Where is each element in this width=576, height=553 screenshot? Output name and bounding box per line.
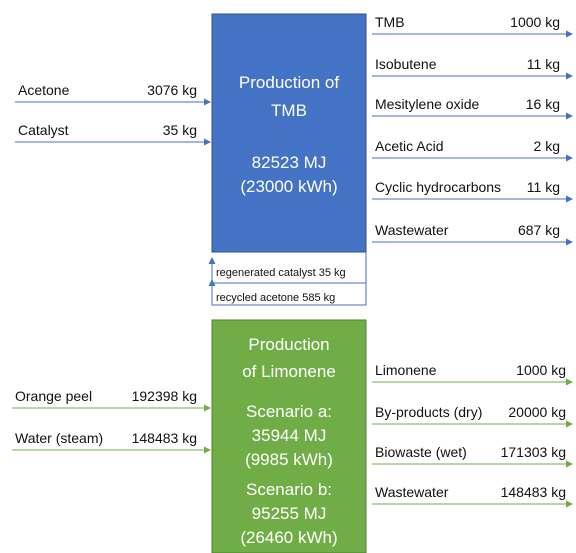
flow-amount: 1000 kg (516, 362, 566, 378)
flow-amount: 20000 kg (508, 404, 566, 420)
tmb-box (211, 13, 367, 253)
flow-amount: 2 kg (534, 138, 560, 154)
box-text: Production (248, 335, 329, 354)
flow-name: Isobutene (375, 56, 437, 72)
box-text: Scenario a: (246, 402, 332, 421)
box-text: (26460 kWh) (240, 528, 337, 547)
flow-amount: 192398 kg (132, 388, 197, 404)
flow-amount: 3076 kg (147, 82, 197, 98)
flow-amount: 11 kg (527, 179, 560, 195)
box-text: Scenario b: (246, 480, 332, 499)
flow-name: Orange peel (15, 388, 92, 404)
flow-amount: 11 kg (527, 56, 560, 72)
flow-name: Biowaste (wet) (375, 444, 467, 460)
box-text: TMB (271, 101, 307, 120)
box-text: of Limonene (242, 362, 336, 381)
flow-amount: 35 kg (163, 122, 197, 138)
recycle-label: regenerated catalyst 35 kg (216, 267, 346, 279)
flow-amount: 1000 kg (510, 14, 560, 30)
flow-name: By-products (dry) (375, 404, 482, 420)
box-text: (9985 kWh) (245, 450, 333, 469)
box-text: Production of (239, 73, 339, 92)
flow-amount: 148483 kg (132, 430, 197, 446)
flow-name: Catalyst (18, 122, 69, 138)
box-text: 95255 MJ (252, 504, 327, 523)
recycle-label: recycled acetone 585 kg (216, 292, 335, 304)
flow-amount: 148483 kg (501, 484, 566, 500)
flow-name: Acetone (18, 82, 70, 98)
flow-name: Wastewater (375, 222, 449, 238)
flow-name: Mesitylene oxide (375, 96, 479, 112)
box-text: 82523 MJ (252, 153, 327, 172)
flow-amount: 16 kg (526, 96, 560, 112)
flow-name: Cyclic hydrocarbons (375, 179, 501, 195)
flow-amount: 687 kg (518, 222, 560, 238)
flow-name: TMB (375, 14, 405, 30)
flow-name: Water (steam) (15, 430, 103, 446)
limonene-box (211, 319, 367, 553)
flow-name: Limonene (375, 362, 437, 378)
flow-name: Acetic Acid (375, 138, 443, 154)
box-text: 35944 MJ (252, 426, 327, 445)
flow-amount: 171303 kg (501, 444, 566, 460)
recycle-divider (211, 282, 366, 284)
box-text: (23000 kWh) (240, 177, 337, 196)
flow-name: Wastewater (375, 484, 449, 500)
